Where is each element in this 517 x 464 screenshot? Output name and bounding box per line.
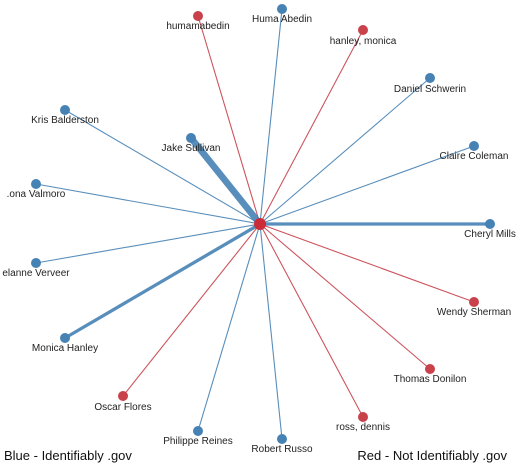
node-monica-hanley[interactable] bbox=[60, 333, 70, 343]
legend-red: Red - Not Identifiably .gov bbox=[357, 448, 507, 463]
center-node[interactable] bbox=[254, 218, 266, 230]
node-kris-balderston[interactable] bbox=[60, 105, 70, 115]
label-jake-sullivan: Jake Sullivan bbox=[162, 143, 221, 154]
label-oscar-flores: Oscar Flores bbox=[94, 402, 151, 413]
node-claire-coleman[interactable] bbox=[469, 141, 479, 151]
node-huma-abedin[interactable] bbox=[277, 4, 287, 14]
node-ross-dennis[interactable] bbox=[358, 412, 368, 422]
edge-daniel-schwerin bbox=[259, 77, 431, 225]
node-layer bbox=[31, 4, 495, 444]
edge-melanne-verveer bbox=[35, 223, 261, 264]
label-layer: humamabedin Huma Abedin hanley, monica Dani… bbox=[2, 14, 515, 455]
edge-oscar-flores bbox=[122, 223, 261, 397]
edge-monica-hanley bbox=[64, 222, 261, 340]
node-humamabedin[interactable] bbox=[193, 11, 203, 21]
label-monica-hanley: Monica Hanley bbox=[32, 343, 98, 354]
legend-blue: Blue - Identifiably .gov bbox=[4, 448, 132, 463]
node-philippe-reines[interactable] bbox=[193, 426, 203, 436]
edge-claire-coleman bbox=[259, 145, 475, 225]
edge-layer bbox=[35, 8, 490, 440]
node-cheryl-mills[interactable] bbox=[485, 219, 495, 229]
label-claire-coleman: Claire Coleman bbox=[440, 151, 509, 162]
node-melanne-verveer[interactable] bbox=[31, 258, 41, 268]
label-robert-russo: Robert Russo bbox=[251, 444, 313, 455]
label-thomas-donilon: Thomas Donilon bbox=[394, 374, 467, 385]
node-hanley-monica[interactable] bbox=[358, 25, 368, 35]
edge-humamabedin bbox=[197, 15, 261, 225]
node-oscar-flores[interactable] bbox=[118, 391, 128, 401]
node-lona-valmoro[interactable] bbox=[31, 179, 41, 189]
label-cheryl-mills: Cheryl Mills bbox=[464, 229, 516, 240]
label-melanne-verveer: elanne Verveer bbox=[2, 268, 70, 279]
edge-philippe-reines bbox=[197, 223, 261, 432]
edge-wendy-sherman bbox=[259, 223, 475, 303]
label-daniel-schwerin: Daniel Schwerin bbox=[394, 84, 466, 95]
edge-ross-dennis bbox=[259, 223, 364, 418]
label-ross-dennis: ross, dennis bbox=[336, 422, 390, 433]
edge-lona-valmoro bbox=[35, 183, 261, 225]
label-hanley-monica: hanley, monica bbox=[330, 36, 397, 47]
label-huma-abedin: Huma Abedin bbox=[252, 14, 312, 25]
edge-thomas-donilon bbox=[259, 223, 431, 370]
node-daniel-schwerin[interactable] bbox=[425, 73, 435, 83]
node-wendy-sherman[interactable] bbox=[469, 297, 479, 307]
label-lona-valmoro: .ona Valmoro bbox=[7, 189, 66, 200]
node-jake-sullivan[interactable] bbox=[186, 133, 196, 143]
label-philippe-reines: Philippe Reines bbox=[163, 436, 233, 447]
edge-robert-russo bbox=[259, 223, 283, 440]
label-kris-balderston: Kris Balderston bbox=[31, 115, 99, 126]
node-robert-russo[interactable] bbox=[277, 434, 287, 444]
edge-jake-sullivan bbox=[188, 135, 263, 227]
node-thomas-donilon[interactable] bbox=[425, 364, 435, 374]
label-humamabedin: humamabedin bbox=[166, 21, 229, 32]
label-wendy-sherman: Wendy Sherman bbox=[437, 307, 511, 318]
edge-kris-balderston bbox=[64, 109, 261, 225]
edge-huma-abedin bbox=[259, 8, 283, 225]
edge-hanley-monica bbox=[259, 29, 364, 225]
